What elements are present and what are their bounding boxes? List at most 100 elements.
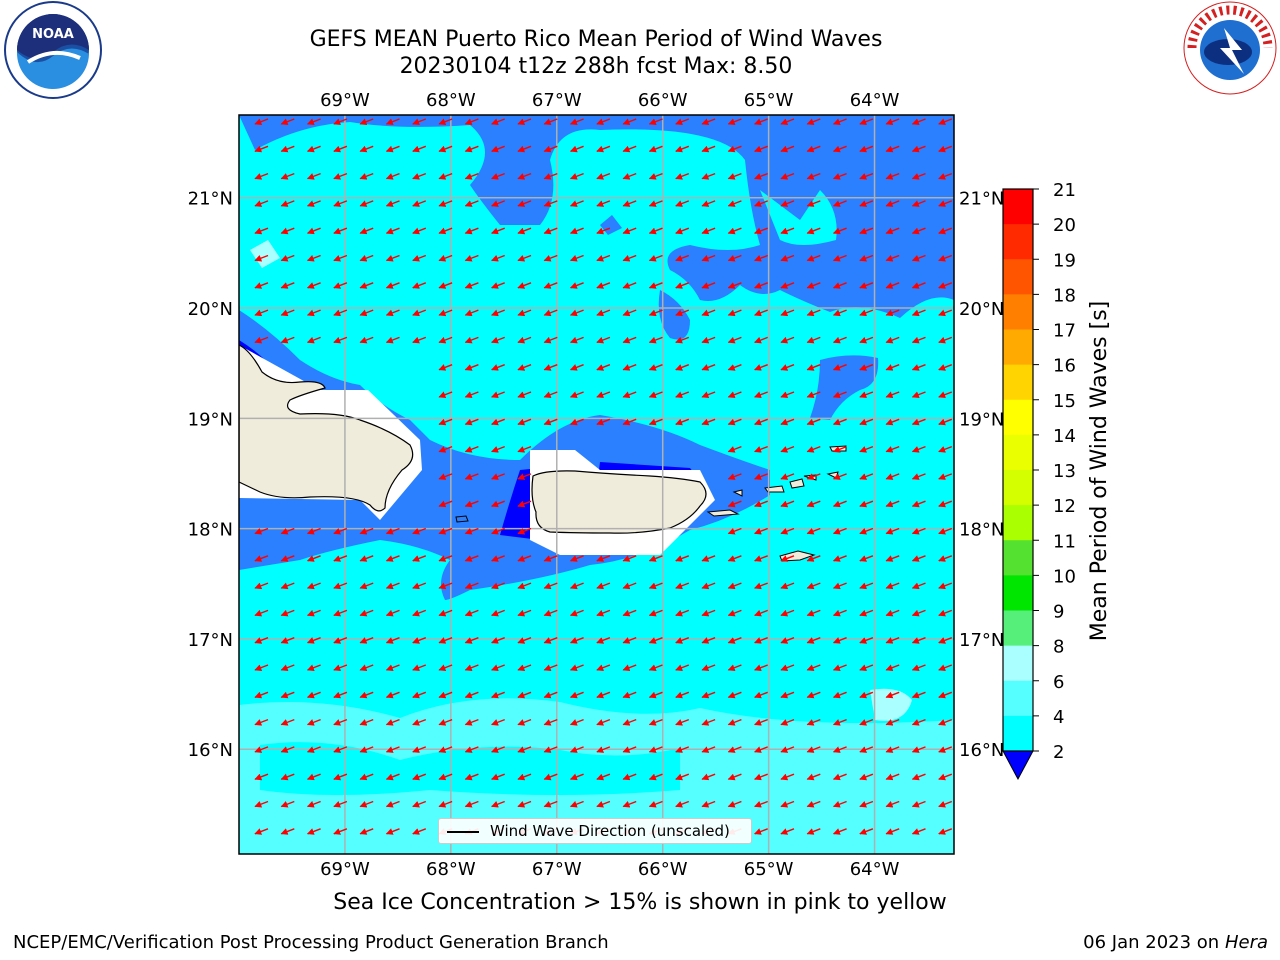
colorbar-tick-label: 6: [1053, 672, 1064, 693]
wind-wave-arrow: [675, 637, 690, 644]
wind-wave-arrow: [569, 773, 584, 781]
wind-wave-arrow: [438, 364, 453, 371]
wind-wave-arrow: [280, 746, 295, 753]
wind-wave-arrow: [938, 582, 953, 590]
wind-wave-arrow: [885, 118, 900, 126]
wind-wave-arrow: [517, 800, 532, 808]
wind-wave-arrow: [596, 309, 611, 317]
wind-wave-arrow: [911, 473, 926, 480]
wind-wave-arrow: [596, 200, 611, 207]
colorbar-bin: [1003, 540, 1033, 576]
wind-wave-arrow: [648, 773, 663, 781]
lon-tick-top: 65°W: [744, 90, 794, 111]
wind-wave-arrow: [780, 309, 795, 317]
wind-wave-arrow: [727, 773, 742, 781]
wind-wave-arrow: [280, 718, 295, 726]
wind-wave-arrow: [569, 718, 584, 726]
wind-wave-arrow: [701, 418, 716, 426]
wind-wave-arrow: [491, 500, 505, 508]
wind-wave-arrow: [569, 200, 584, 207]
wind-wave-arrow: [359, 718, 374, 726]
wind-wave-arrow: [911, 718, 926, 726]
wind-wave-arrow: [517, 609, 532, 617]
wind-wave-arrow: [412, 800, 427, 808]
wind-wave-arrow: [727, 336, 742, 344]
wind-wave-arrow: [806, 500, 821, 508]
wind-wave-arrow: [832, 746, 847, 753]
wind-wave-arrow: [754, 391, 768, 399]
wind-wave-arrow: [254, 254, 269, 262]
wind-wave-arrow: [832, 445, 847, 453]
wind-wave-arrow: [911, 418, 926, 426]
wind-wave-arrow: [622, 691, 637, 699]
wind-wave-arrow: [385, 800, 400, 808]
wind-wave-arrow: [780, 418, 795, 426]
wind-wave-arrow: [280, 691, 295, 699]
wind-wave-arrow: [859, 800, 874, 808]
wind-wave-arrow: [885, 227, 900, 235]
wind-wave-arrow: [648, 637, 663, 644]
wind-wave-arrow: [885, 200, 900, 207]
wind-wave-arrow: [517, 718, 532, 726]
wind-wave-arrow: [385, 527, 400, 535]
wind-wave-arrow: [280, 582, 295, 590]
wind-wave-arrow: [517, 746, 532, 753]
wind-wave-arrow: [911, 309, 926, 317]
wind-wave-arrow: [832, 828, 847, 835]
wind-wave-arrow: [412, 555, 427, 562]
wind-wave-arrow: [622, 145, 637, 153]
wind-wave-arrow: [385, 227, 400, 235]
wind-wave-arrow: [491, 637, 505, 644]
wind-wave-arrow: [806, 555, 821, 562]
wind-wave-arrow: [464, 746, 479, 753]
wind-wave-arrow: [622, 227, 637, 235]
wind-wave-arrow: [543, 282, 558, 289]
lat-tick-left: 19°N: [188, 409, 233, 430]
colorbar-tick-label: 17: [1053, 321, 1076, 342]
wind-wave-arrow: [885, 582, 900, 590]
wind-wave-arrow: [622, 582, 637, 590]
wind-wave-arrow: [648, 609, 663, 617]
wind-wave-arrow: [254, 664, 269, 672]
wind-wave-arrow: [832, 364, 847, 371]
wind-wave-arrow: [832, 637, 847, 644]
wind-wave-arrow: [438, 664, 453, 672]
wind-wave-arrow: [517, 527, 532, 535]
wind-wave-arrow: [885, 418, 900, 426]
wind-wave-arrow: [359, 746, 374, 753]
wind-wave-arrow: [254, 582, 269, 590]
wind-wave-arrow: [438, 555, 453, 562]
wind-wave-arrow: [780, 500, 795, 508]
wind-wave-arrow: [569, 637, 584, 644]
wind-wave-arrow: [754, 828, 768, 835]
wind-wave-arrow: [832, 145, 847, 153]
wind-wave-arrow: [359, 200, 374, 207]
wind-wave-arrow: [780, 555, 795, 562]
wind-wave-arrow: [306, 282, 321, 289]
wind-wave-arrow: [333, 118, 348, 126]
wind-wave-arrow: [385, 200, 400, 207]
wind-wave-arrow: [622, 746, 637, 753]
wind-wave-arrow: [491, 773, 505, 781]
wind-wave-arrow: [832, 773, 847, 781]
wind-wave-arrow: [938, 418, 953, 426]
wind-wave-arrow: [859, 364, 874, 371]
wind-wave-arrow: [780, 282, 795, 289]
wind-wave-arrow: [254, 282, 269, 289]
wind-wave-arrow: [359, 555, 374, 562]
wind-wave-arrow: [885, 391, 900, 399]
wind-wave-arrow: [412, 746, 427, 753]
wind-wave-arrow: [280, 282, 295, 289]
colorbar-tick-label: 10: [1053, 566, 1076, 587]
wind-wave-arrow: [859, 227, 874, 235]
wind-wave-arrow: [385, 282, 400, 289]
axis-ticks: 69°W 68°W 67°W 66°W 65°W 64°W 69°W 68°W 67°W 66°W…: [188, 90, 1005, 880]
wind-wave-arrow: [780, 254, 795, 262]
wind-wave-arrow: [727, 118, 742, 126]
wind-wave-arrow: [359, 118, 374, 126]
wind-wave-arrow: [859, 200, 874, 207]
wind-wave-arrow: [754, 637, 768, 644]
wind-wave-arrow: [832, 691, 847, 699]
wind-wave-arrow: [911, 445, 926, 453]
wind-wave-arrow: [569, 691, 584, 699]
